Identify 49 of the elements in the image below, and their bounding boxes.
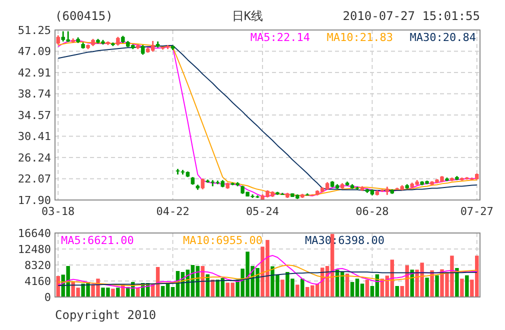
bar xyxy=(455,268,459,297)
x-tick-label: 06-28 xyxy=(356,205,389,218)
y-tick-label: 26.24 xyxy=(18,151,52,164)
y-tick-label: 22.07 xyxy=(18,172,51,186)
y-tick-label: 12480 xyxy=(18,242,51,256)
line-series xyxy=(58,264,478,286)
candlestick xyxy=(56,34,60,46)
y-tick-label: 42.91 xyxy=(18,66,51,80)
text: Copyright 2010 xyxy=(55,308,156,322)
candlestick xyxy=(140,44,145,56)
y-tick-label: 30.41 xyxy=(18,130,51,144)
text: MA5:6621.00 xyxy=(61,234,134,247)
candlestick xyxy=(200,178,205,190)
bar xyxy=(296,284,300,297)
bar xyxy=(300,278,304,297)
bar xyxy=(56,276,60,297)
y-tick-label: 4160 xyxy=(24,274,51,288)
x-tick-label: 05-24 xyxy=(246,205,280,218)
x-tick-label: 07-27 xyxy=(460,205,494,218)
y-tick-label: 38.74 xyxy=(18,88,52,101)
text: MA10:21.83 xyxy=(326,31,393,44)
bar xyxy=(395,286,399,297)
bar xyxy=(136,288,140,297)
y-tick-label: 34.57 xyxy=(18,108,51,122)
y-tick-label: 51.25 xyxy=(18,24,51,37)
bar xyxy=(111,288,115,297)
y-tick-label: 8320 xyxy=(24,258,51,272)
bar xyxy=(460,278,464,297)
text: 2010-07-27 15:01:55 xyxy=(342,9,480,23)
bar xyxy=(435,275,439,297)
x-tick-label: 04-22 xyxy=(156,205,190,218)
bar xyxy=(410,270,414,297)
y-tick-label: 0 xyxy=(44,290,51,304)
bar xyxy=(116,288,120,297)
y-tick-label: 47.09 xyxy=(18,45,51,58)
text: MA5:22.14 xyxy=(250,31,310,44)
chart-title: 日K线 xyxy=(232,9,264,23)
text: MA10:6955.00 xyxy=(183,234,262,247)
x-tick-label: 03-18 xyxy=(42,205,75,218)
y-tick-label: 16640 xyxy=(18,226,51,240)
line-series xyxy=(58,254,478,289)
bar xyxy=(365,280,370,297)
bar xyxy=(465,275,469,297)
text: MA30:20.84 xyxy=(410,31,476,44)
bar xyxy=(280,280,284,297)
y-tick-label: 17.90 xyxy=(18,194,51,207)
line-series xyxy=(58,271,478,286)
chart-subtitle: (600415) xyxy=(55,9,113,23)
bar xyxy=(425,278,429,297)
